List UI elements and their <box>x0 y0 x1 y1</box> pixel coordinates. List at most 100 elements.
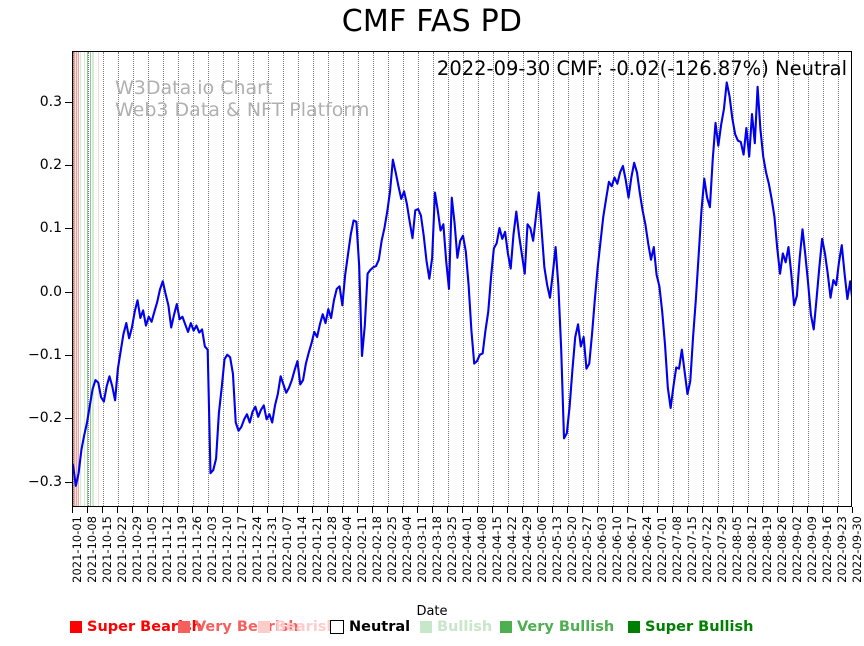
x-axis-tick-mark <box>387 507 388 513</box>
grid-line <box>103 52 104 506</box>
x-axis-tick-mark <box>582 507 583 513</box>
y-axis-tick-label: 0.2 <box>39 157 62 173</box>
x-axis-tick-mark <box>192 507 193 513</box>
x-axis-tick-mark <box>777 507 778 513</box>
x-axis-tick-mark <box>462 507 463 513</box>
x-axis-tick-label: 2022-07-29 <box>715 516 729 583</box>
grid-line <box>193 52 194 506</box>
grid-line <box>358 52 359 506</box>
plot-area: W3Data.io Chart Web3 Data & NFT Platform… <box>72 51 852 507</box>
grid-line <box>163 52 164 506</box>
x-axis-tick-label: 2022-02-25 <box>385 516 399 583</box>
grid-line <box>88 52 89 506</box>
grid-line <box>223 52 224 506</box>
grid-line <box>793 52 794 506</box>
x-axis-tick-mark <box>612 507 613 513</box>
x-axis-tick-label: 2022-08-26 <box>775 516 789 583</box>
x-axis-tick-mark <box>627 507 628 513</box>
x-axis-tick-mark <box>222 507 223 513</box>
x-axis-tick-label: 2022-05-06 <box>535 516 549 583</box>
x-axis-tick-label: 2022-02-04 <box>340 516 354 583</box>
x-axis-tick-mark <box>357 507 358 513</box>
grid-line <box>268 52 269 506</box>
x-axis-tick-mark <box>852 507 853 513</box>
x-axis-tick-mark <box>132 507 133 513</box>
x-axis-tick-label: 2022-09-16 <box>820 516 834 583</box>
x-axis-tick-mark <box>717 507 718 513</box>
y-axis-tick-label: 0.3 <box>39 93 62 110</box>
legend-item[interactable]: Neutral <box>330 619 410 635</box>
page-title: CMF FAS PD <box>341 4 523 39</box>
x-axis-tick-mark <box>402 507 403 513</box>
grid-line <box>418 52 419 506</box>
grid-line <box>523 52 524 506</box>
grid-line <box>733 52 734 506</box>
grid-line <box>388 52 389 506</box>
x-axis-tick-mark <box>477 507 478 513</box>
x-axis-tick-label: 2022-04-15 <box>490 516 504 583</box>
x-axis-tick-label: 2022-09-02 <box>790 516 804 583</box>
sentiment-band <box>77 52 79 506</box>
grid-line <box>673 52 674 506</box>
legend-item[interactable]: Bullish <box>420 619 492 635</box>
x-axis-tick-mark <box>507 507 508 513</box>
x-axis-tick-mark <box>342 507 343 513</box>
legend-label: Bullish <box>437 619 493 635</box>
legend-item[interactable]: Super Bullish <box>628 619 753 635</box>
x-axis-tick-label: 2022-09-30 <box>850 516 864 583</box>
legend-label: Super Bearish <box>87 619 202 635</box>
legend-item[interactable]: Very Bullish <box>500 619 614 635</box>
sentiment-band <box>97 52 99 506</box>
x-axis-tick-mark <box>372 507 373 513</box>
x-axis-tick-label: 2021-12-24 <box>250 516 264 583</box>
grid-line <box>823 52 824 506</box>
x-axis-tick-mark <box>87 507 88 513</box>
grid-line <box>493 52 494 506</box>
x-axis-tick-label: 2021-10-08 <box>85 516 99 583</box>
x-axis-tick-label: 2022-06-17 <box>625 516 639 583</box>
legend-item[interactable]: Very Bearish <box>178 619 299 635</box>
x-axis-tick-label: 2021-11-05 <box>145 516 159 583</box>
y-axis-tick-label: 0.1 <box>39 220 62 237</box>
x-axis-tick-label: 2022-04-01 <box>460 516 474 583</box>
x-axis-tick-mark <box>432 507 433 513</box>
x-axis-tick-label: 2022-09-23 <box>835 516 849 583</box>
x-axis-tick-label: 2021-12-17 <box>235 516 249 583</box>
legend-swatch-icon <box>178 621 190 633</box>
grid-lines <box>73 52 851 506</box>
grid-line <box>178 52 179 506</box>
x-axis-tick-label: 2022-03-18 <box>430 516 444 583</box>
x-axis-tick-mark <box>732 507 733 513</box>
sentiment-band <box>92 52 94 506</box>
x-axis-tick-mark <box>672 507 673 513</box>
x-axis-tick-label: 2021-11-12 <box>160 516 174 583</box>
x-axis-tick-label: 2022-02-11 <box>355 516 369 583</box>
cmf-line-svg <box>73 81 851 487</box>
x-axis-tick-label: 2022-06-24 <box>640 516 654 583</box>
grid-line <box>73 52 74 506</box>
y-axis-tick-mark <box>65 481 72 483</box>
x-axis-tick-mark <box>282 507 283 513</box>
legend-item[interactable]: Bearish <box>258 619 337 635</box>
x-axis-tick-label: 2022-06-03 <box>595 516 609 583</box>
x-axis-tick-label: 2022-07-08 <box>670 516 684 583</box>
x-axis-tick-mark <box>72 507 73 513</box>
legend-swatch-icon <box>500 621 512 633</box>
x-axis-tick-mark <box>657 507 658 513</box>
x-axis-tick-label: 2021-12-10 <box>220 516 234 583</box>
grid-line <box>778 52 779 506</box>
grid-line <box>238 52 239 506</box>
x-axis-tick-mark <box>687 507 688 513</box>
grid-line <box>628 52 629 506</box>
legend-item[interactable]: Super Bearish <box>70 619 202 635</box>
x-axis-tick-mark <box>642 507 643 513</box>
x-axis-tick-label: 2022-01-21 <box>310 516 324 583</box>
x-axis-tick-mark <box>252 507 253 513</box>
x-axis-tick-mark <box>117 507 118 513</box>
grid-line <box>403 52 404 506</box>
x-axis-tick-mark <box>567 507 568 513</box>
legend-swatch-icon <box>258 621 270 633</box>
x-axis-tick-mark <box>747 507 748 513</box>
x-axis-tick-mark <box>177 507 178 513</box>
